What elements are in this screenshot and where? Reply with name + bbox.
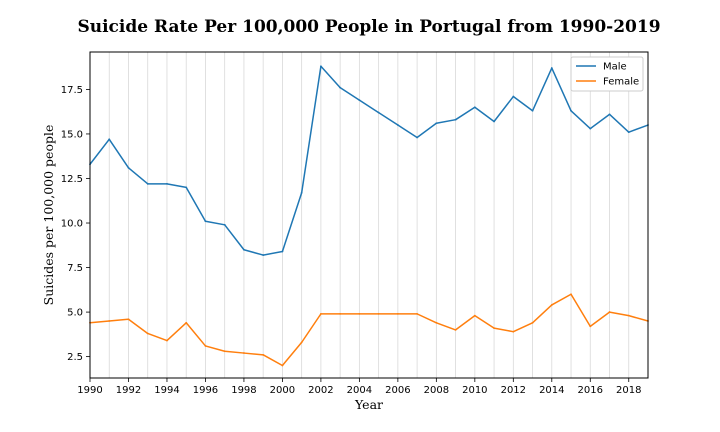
data-point-male-1997 xyxy=(223,223,226,226)
data-point-male-2006 xyxy=(396,124,399,126)
data-point-male-2003 xyxy=(339,86,342,89)
data-point-male-2007 xyxy=(416,136,419,139)
x-tick-label: 1994 xyxy=(154,385,179,396)
data-point-female-1994 xyxy=(166,339,168,342)
data-point-male-2004 xyxy=(358,99,361,101)
data-point-male-1991 xyxy=(108,138,111,141)
x-tick-label: 2000 xyxy=(270,385,295,396)
data-point-male-2005 xyxy=(377,111,380,114)
y-tick-label: 17.5 xyxy=(61,85,83,96)
data-point-male-2009 xyxy=(454,118,457,121)
y-tick-label: 7.5 xyxy=(67,263,83,274)
x-tick-label: 1996 xyxy=(193,385,218,396)
x-tick-label: 2018 xyxy=(616,385,641,396)
gridlines xyxy=(89,52,649,378)
data-point-female-2005 xyxy=(377,312,380,315)
data-point-female-1999 xyxy=(262,353,265,356)
data-point-female-2002 xyxy=(319,312,322,315)
data-point-female-2006 xyxy=(396,312,399,315)
data-point-female-2003 xyxy=(339,312,342,315)
data-point-female-2004 xyxy=(358,312,361,315)
data-point-male-2012 xyxy=(512,95,515,98)
x-tick-label: 1992 xyxy=(116,385,141,396)
data-point-female-1996 xyxy=(204,345,207,347)
x-tick-label: 2008 xyxy=(424,385,449,396)
legend: Male Female xyxy=(570,56,644,92)
data-point-female-1993 xyxy=(146,332,149,335)
plot-frame xyxy=(89,51,649,379)
y-tick-label: 5.0 xyxy=(67,308,83,319)
data-point-female-2013 xyxy=(531,321,534,324)
data-point-female-1992 xyxy=(127,318,130,321)
data-point-female-2018 xyxy=(627,314,630,317)
y-tick-label: 10.0 xyxy=(61,219,83,230)
data-point-male-1999 xyxy=(262,254,265,256)
series-line-female xyxy=(89,293,649,367)
data-point-female-1998 xyxy=(243,352,245,354)
x-tick-label: 2010 xyxy=(462,385,487,396)
data-point-female-2015 xyxy=(570,293,572,296)
x-tick-label: 2002 xyxy=(308,385,333,396)
data-point-male-2001 xyxy=(300,191,303,194)
x-axis-label: Year xyxy=(354,397,383,412)
data-point-male-2013 xyxy=(531,109,534,112)
legend-label-male: Male xyxy=(603,62,627,73)
chart-title: Suicide Rate Per 100,000 People in Portu… xyxy=(77,17,660,37)
y-tick-label: 15.0 xyxy=(61,129,83,140)
data-point-female-2016 xyxy=(589,325,592,328)
data-point-male-1992 xyxy=(127,166,130,169)
x-tick-label: 2004 xyxy=(347,385,372,396)
data-point-male-2008 xyxy=(435,122,438,125)
data-point-male-2015 xyxy=(570,109,572,112)
y-axis-ticks: 2.5 5.0 7.5 10.0 12.5 15.0 17.5 xyxy=(61,85,90,363)
x-tick-label: 1990 xyxy=(77,385,102,396)
x-tick-label: 1998 xyxy=(231,385,256,396)
data-point-male-1993 xyxy=(146,182,149,185)
data-point-female-2014 xyxy=(550,304,553,306)
legend-label-female: Female xyxy=(603,77,639,88)
x-tick-label: 2014 xyxy=(539,385,564,396)
data-point-female-2001 xyxy=(300,341,303,344)
data-point-female-2011 xyxy=(493,327,495,330)
x-axis-ticks: 1990 1992 1994 1996 1998 2000 2002 2004 2006 2008… xyxy=(77,378,641,396)
x-tick-label: 2016 xyxy=(578,385,603,396)
data-point-male-2011 xyxy=(493,120,495,123)
series-lines xyxy=(89,65,649,367)
data-point-female-1997 xyxy=(223,350,226,353)
data-point-male-1998 xyxy=(243,248,245,251)
data-point-male-2000 xyxy=(281,250,284,253)
x-tick-label: 2006 xyxy=(385,385,410,396)
data-point-male-1996 xyxy=(204,220,207,223)
data-point-female-1991 xyxy=(108,320,111,322)
data-point-male-2014 xyxy=(550,67,553,69)
data-point-male-2002 xyxy=(319,65,322,68)
y-axis-label: Suicides per 100,000 people xyxy=(41,125,56,306)
data-point-male-2016 xyxy=(589,127,592,130)
data-point-female-2000 xyxy=(281,364,284,367)
series-line-male xyxy=(89,65,649,256)
data-point-male-1994 xyxy=(166,182,168,185)
data-point-male-2010 xyxy=(473,106,476,109)
data-point-male-2018 xyxy=(627,131,630,134)
data-point-female-2017 xyxy=(608,311,611,313)
y-tick-label: 12.5 xyxy=(61,174,83,185)
data-point-female-1995 xyxy=(185,321,188,324)
data-point-male-1995 xyxy=(185,186,188,189)
data-point-female-2009 xyxy=(454,329,457,331)
data-point-female-2008 xyxy=(435,321,438,324)
x-tick-label: 2012 xyxy=(501,385,526,396)
data-point-female-2012 xyxy=(512,330,515,333)
data-point-female-2010 xyxy=(473,314,476,317)
data-point-female-2007 xyxy=(416,312,419,315)
y-tick-label: 2.5 xyxy=(67,352,83,363)
data-point-male-2017 xyxy=(608,113,611,116)
